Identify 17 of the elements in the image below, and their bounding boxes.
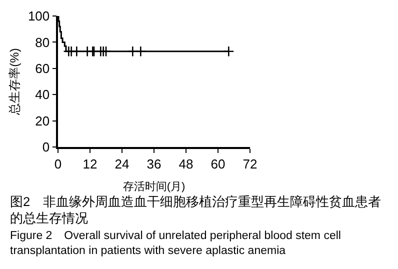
y-axis-title: 总生存率(%) (8, 48, 22, 116)
y-tick-label: 40 (35, 87, 50, 102)
x-tick-label: 36 (146, 156, 162, 172)
x-tick-label: 60 (210, 156, 226, 172)
y-tick-label: 100 (28, 8, 50, 24)
y-tick-label: 60 (35, 60, 50, 76)
x-tick-label: 12 (82, 156, 98, 172)
y-tick-label: 80 (35, 34, 50, 50)
y-tick-label: 20 (35, 113, 50, 128)
caption: Figure 2 Overall survival of unrelated peripheral blood stem cell transplantation in patients with severe aplastic anemia (10, 230, 341, 257)
y-tick-label: 0 (42, 140, 50, 155)
caption: 图2 非血缘外周血造血干细胞移植治疗重型再生障碍性贫血患者的总生存情况 (10, 194, 382, 226)
x-tick-label: 48 (178, 156, 194, 172)
x-tick-label: 24 (114, 156, 130, 172)
x-tick-label: 0 (54, 156, 62, 172)
x-tick-label: 72 (242, 156, 258, 172)
x-axis-title: 存活时间(月) (122, 180, 186, 194)
